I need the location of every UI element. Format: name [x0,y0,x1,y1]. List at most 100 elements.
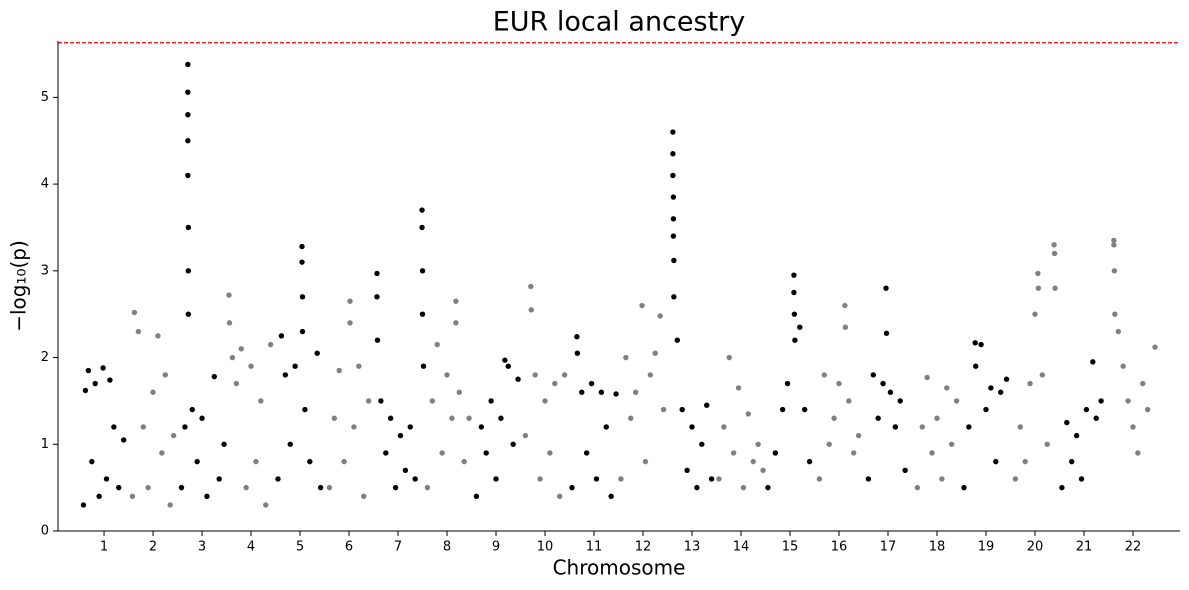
point [185,61,191,68]
point [103,476,110,482]
x-tick-label: 7 [394,540,402,555]
point [275,476,281,482]
point [439,450,445,456]
point [801,406,808,413]
point [424,484,431,491]
point [699,441,705,447]
point [880,380,886,387]
point [557,493,563,500]
point [216,476,222,482]
point [397,432,404,439]
point [419,311,426,317]
point [449,415,455,421]
point [870,372,876,378]
point [892,424,899,430]
point [1098,398,1104,404]
point [263,502,269,508]
point [642,458,649,465]
point [914,484,921,491]
point [378,398,384,404]
point [850,450,857,456]
point [248,363,254,369]
point [1120,363,1126,369]
x-tick-label: 19 [978,540,995,555]
point [613,391,619,397]
point [402,467,409,473]
point [978,341,984,348]
point [498,415,504,421]
point [1064,419,1070,426]
point [593,476,600,482]
point [387,415,394,421]
x-tick-label: 12 [635,540,652,555]
point [287,441,293,447]
point [453,298,459,304]
point [374,270,380,277]
point [419,224,425,231]
point [336,367,342,374]
x-tick-label: 6 [345,540,353,555]
point [185,172,191,179]
point [1051,242,1057,248]
point [1069,458,1075,465]
point [392,484,399,491]
point [292,363,298,369]
point [679,406,685,413]
x-tick-label: 14 [733,540,750,555]
point [185,224,192,231]
point [647,372,654,378]
point [652,350,658,356]
point [726,354,732,361]
point [561,372,568,378]
point [1112,311,1118,317]
point [1059,484,1065,491]
point [791,311,798,317]
point [993,458,999,465]
point [185,311,192,317]
point [347,320,353,326]
point [574,334,580,340]
point [1017,424,1023,430]
point [740,484,747,491]
point [365,398,372,404]
point [111,424,117,430]
point [1044,441,1050,447]
point [670,172,676,179]
point [632,389,639,395]
point [784,380,791,387]
point [846,398,852,404]
point [855,432,862,439]
point [341,458,347,465]
point [461,458,467,465]
point [510,441,516,447]
point [96,493,102,500]
y-tick-label: 4 [41,177,49,192]
point [135,328,142,335]
y-tick-label: 2 [41,350,49,365]
point [1140,380,1146,387]
point [939,476,945,482]
point [356,363,362,369]
point [961,484,967,491]
point [897,398,903,404]
point [598,389,605,395]
point [708,476,715,482]
x-tick-label: 17 [880,540,897,555]
point [185,268,192,274]
point [1083,406,1090,413]
point [716,476,722,482]
point [1135,450,1141,456]
point [92,380,98,387]
point [1152,344,1158,350]
point [253,458,259,465]
point [326,484,333,491]
point [456,389,462,395]
point [419,207,425,213]
x-tick-label: 21 [1076,540,1093,555]
point [671,257,677,264]
point [317,484,324,491]
point [552,380,558,387]
point [623,354,629,361]
x-axis-label: Chromosome [553,556,686,580]
point [542,398,548,404]
